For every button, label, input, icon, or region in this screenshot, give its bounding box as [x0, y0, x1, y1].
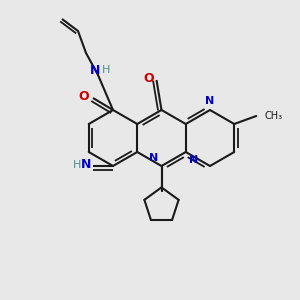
Text: H: H [73, 160, 81, 170]
Text: N: N [189, 155, 198, 165]
Text: O: O [79, 89, 89, 103]
Text: N: N [206, 96, 214, 106]
Text: O: O [143, 71, 154, 85]
Text: N: N [90, 64, 100, 76]
Text: CH₃: CH₃ [264, 111, 282, 121]
Text: N: N [149, 153, 158, 163]
Text: H: H [102, 65, 110, 75]
Text: N: N [81, 158, 91, 172]
